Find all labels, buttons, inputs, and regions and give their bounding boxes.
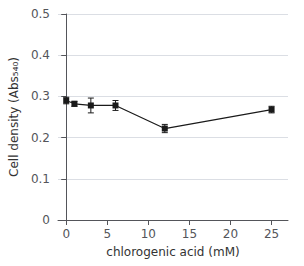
- svg-text:20: 20: [223, 227, 238, 241]
- svg-text:0.1: 0.1: [31, 172, 50, 186]
- svg-text:Cell density (Abs₅₄₀): Cell density (Abs₅₄₀): [7, 57, 21, 177]
- svg-text:0: 0: [62, 227, 70, 241]
- svg-text:0.3: 0.3: [31, 89, 50, 103]
- svg-text:0: 0: [42, 213, 50, 227]
- svg-text:5: 5: [103, 227, 111, 241]
- svg-text:chlorogenic acid (mM): chlorogenic acid (mM): [106, 245, 239, 259]
- svg-text:0.2: 0.2: [31, 131, 50, 145]
- svg-text:0.4: 0.4: [31, 48, 50, 62]
- svg-text:15: 15: [182, 227, 197, 241]
- svg-text:25: 25: [264, 227, 279, 241]
- svg-text:10: 10: [141, 227, 156, 241]
- svg-text:0.5: 0.5: [31, 7, 50, 21]
